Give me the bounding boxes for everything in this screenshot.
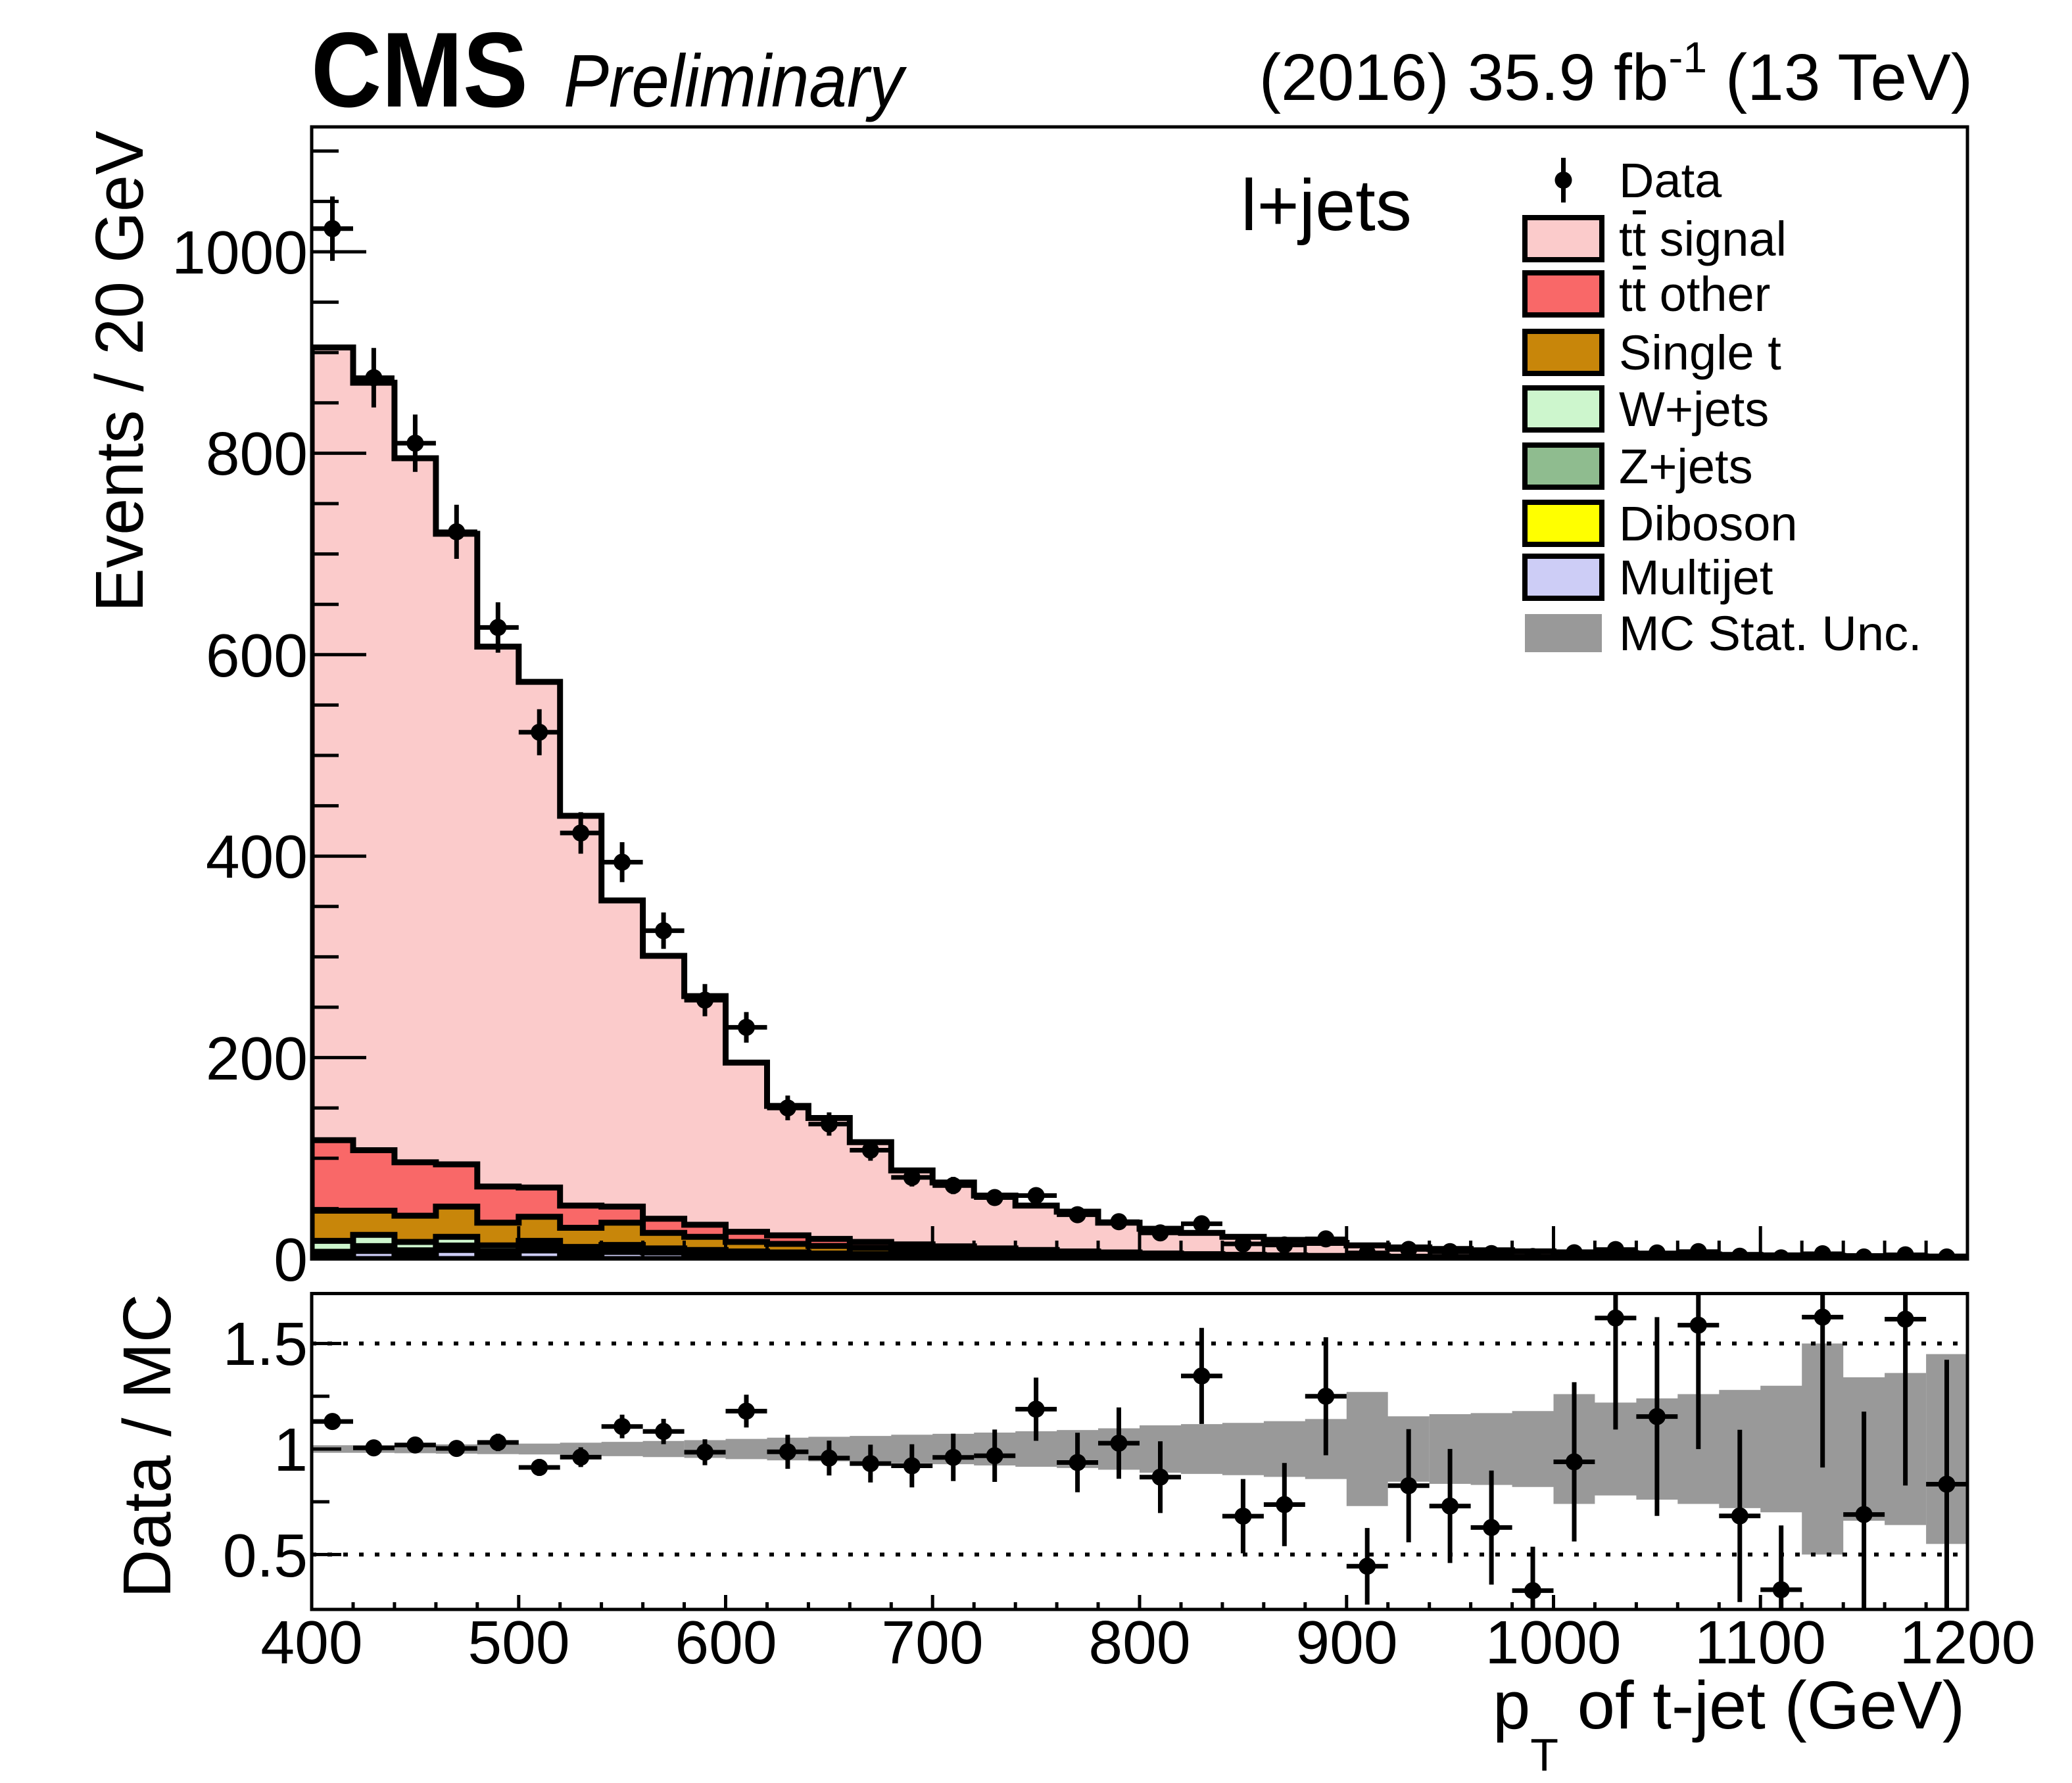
svg-text:Events / 20 GeV: Events / 20 GeV (82, 131, 157, 612)
svg-text:700: 700 (881, 1608, 983, 1676)
svg-text:1: 1 (274, 1415, 308, 1484)
svg-text:Preliminary: Preliminary (564, 39, 907, 122)
svg-text:1.5: 1.5 (223, 1310, 308, 1378)
svg-text:800: 800 (206, 419, 308, 488)
svg-text:l+jets: l+jets (1241, 165, 1412, 246)
svg-text:0.5: 0.5 (223, 1521, 308, 1590)
svg-text:800: 800 (1088, 1608, 1190, 1676)
svg-text:1000: 1000 (172, 218, 308, 287)
svg-text:600: 600 (206, 621, 308, 690)
svg-text:Single t: Single t (1619, 325, 1781, 380)
svg-text:0: 0 (274, 1225, 308, 1294)
svg-text:Data: Data (1619, 153, 1722, 208)
svg-text:500: 500 (468, 1608, 569, 1676)
svg-text:CMS: CMS (311, 11, 528, 130)
svg-text:200: 200 (206, 1024, 308, 1093)
svg-text:tt signal: tt signal (1619, 212, 1787, 266)
svg-text:1100: 1100 (1695, 1608, 1826, 1676)
svg-text:400: 400 (206, 822, 308, 891)
svg-text:400: 400 (260, 1608, 362, 1676)
svg-text:MC Stat. Unc.: MC Stat. Unc. (1619, 606, 1922, 661)
svg-text:1200: 1200 (1900, 1608, 2036, 1676)
svg-text:600: 600 (675, 1608, 777, 1676)
svg-text:tt other: tt other (1619, 267, 1770, 321)
svg-text:W+jets: W+jets (1619, 382, 1769, 437)
svg-text:(2016) 35.9 fb-1 (13 TeV): (2016) 35.9 fb-1 (13 TeV) (1259, 33, 1973, 114)
svg-text:Diboson: Diboson (1619, 496, 1798, 551)
svg-text:900: 900 (1295, 1608, 1397, 1676)
svg-text:1000: 1000 (1485, 1608, 1622, 1676)
svg-text:Data / MC: Data / MC (109, 1294, 185, 1598)
svg-text:Z+jets: Z+jets (1619, 439, 1753, 494)
svg-text:Multijet: Multijet (1619, 550, 1773, 605)
